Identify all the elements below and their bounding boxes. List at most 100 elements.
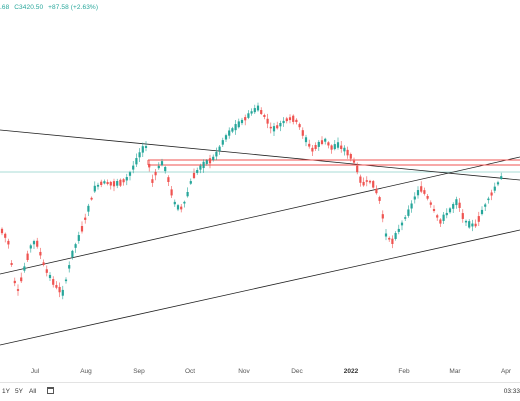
candlestick-series [0, 102, 503, 300]
candle [109, 180, 112, 190]
x-tick-label: 2022 [343, 368, 359, 375]
candle [288, 114, 292, 124]
candle [26, 250, 29, 262]
candle [276, 121, 279, 130]
candle [240, 117, 244, 126]
price-chart[interactable] [0, 0, 520, 380]
candle [410, 200, 413, 213]
candle [77, 231, 80, 244]
candle [298, 122, 301, 130]
candle [352, 157, 356, 165]
candle [349, 152, 352, 162]
candle [439, 218, 442, 227]
candle [170, 185, 173, 199]
x-tick-label: Sep [133, 368, 145, 375]
candle [391, 235, 394, 249]
candle [407, 205, 410, 218]
candle [266, 113, 269, 129]
candle [135, 153, 138, 168]
candle [196, 167, 199, 175]
candle [218, 145, 221, 155]
candle [445, 208, 448, 219]
candle [346, 146, 349, 159]
candle [80, 221, 84, 234]
candle [234, 120, 237, 135]
candle [432, 205, 436, 213]
candle [404, 214, 407, 222]
candle [311, 144, 314, 156]
candle [151, 174, 154, 187]
candle [186, 187, 189, 198]
range-all-button[interactable]: All [29, 388, 37, 395]
candle [183, 200, 186, 208]
candle [157, 162, 160, 170]
candle [455, 196, 458, 209]
x-tick-label: Dec [291, 368, 303, 375]
candle [320, 136, 324, 146]
candle [464, 219, 468, 226]
candle [356, 162, 359, 175]
candle [244, 114, 247, 126]
candle [340, 140, 343, 153]
candle [4, 232, 7, 243]
range-1y-button[interactable]: 1Y [2, 388, 10, 395]
candle [343, 145, 346, 156]
candle [13, 277, 16, 287]
candle [189, 178, 192, 185]
candle [106, 179, 109, 186]
candle [381, 210, 384, 223]
candle [45, 265, 48, 277]
candle [212, 154, 215, 162]
candle [23, 262, 26, 273]
candle [458, 198, 461, 212]
x-tick-label: Oct [184, 368, 196, 375]
candle [295, 118, 298, 125]
candle [208, 154, 212, 169]
candle [448, 207, 452, 214]
range-5y-button[interactable]: 5Y [15, 388, 23, 395]
rising-trendline-upper[interactable] [0, 156, 520, 275]
candle [55, 281, 58, 290]
candle [16, 284, 20, 296]
candle [119, 178, 122, 187]
candle [96, 182, 100, 190]
x-tick-label: Nov [238, 368, 250, 375]
ohlc-readout: .68 C3420.50 +87.58 (+2.63%) [0, 4, 101, 11]
candle [93, 181, 96, 194]
candle [237, 118, 240, 129]
candle [400, 220, 404, 231]
candle [192, 168, 196, 180]
candle [138, 148, 141, 162]
x-tick-label: Apr [500, 368, 512, 375]
candle [71, 249, 74, 260]
rising-trendline-lower[interactable] [0, 229, 520, 346]
candle [10, 260, 13, 267]
bottom-toolbar: 1Y 5Y All 03:33 [0, 382, 520, 401]
candle [365, 176, 368, 187]
candle [87, 203, 90, 216]
candle [173, 199, 176, 207]
candle [452, 202, 455, 213]
candle [221, 137, 224, 148]
candle [378, 195, 381, 204]
candle [480, 206, 484, 216]
candle [224, 133, 228, 143]
candle [215, 147, 218, 161]
candle [429, 200, 432, 208]
descending-trendline[interactable] [0, 129, 520, 181]
candle [468, 219, 471, 229]
candle [7, 238, 10, 249]
candle [61, 285, 64, 300]
candle [487, 196, 490, 204]
candle [301, 127, 304, 139]
candle [167, 175, 170, 186]
candle [228, 127, 231, 139]
candle [493, 182, 496, 194]
calendar-icon[interactable] [47, 387, 54, 394]
candle [122, 178, 125, 186]
candle [272, 122, 276, 137]
candle [362, 177, 365, 187]
candle [29, 243, 32, 253]
candle [416, 186, 420, 199]
clock-time: 03:33 [503, 388, 520, 395]
